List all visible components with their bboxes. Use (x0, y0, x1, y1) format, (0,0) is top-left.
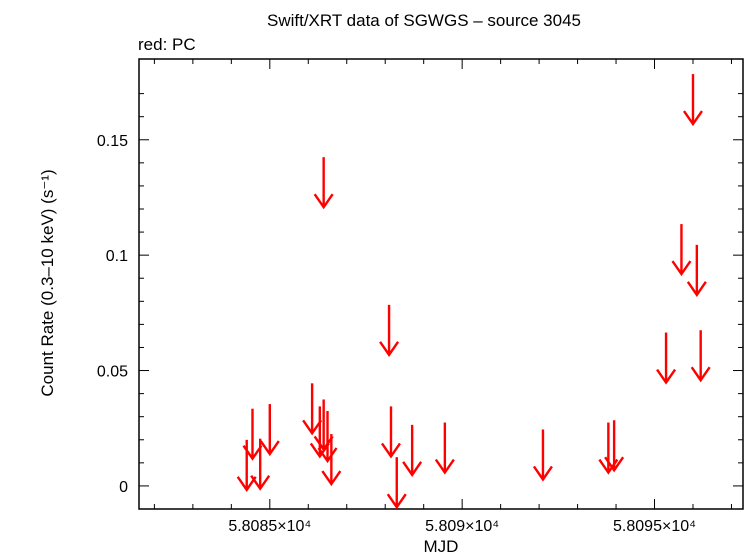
upper-limit-arrow (686, 244, 707, 297)
x-axis: 5.8085×10⁴ 5.809×10⁴ 5.8095×10⁴ (153, 59, 732, 535)
upper-limit-arrow (302, 383, 323, 436)
plot-frame (138, 58, 744, 510)
upper-limit-arrow (321, 434, 342, 487)
upper-limit-arrow (259, 404, 280, 457)
upper-limit-arrow (381, 406, 401, 459)
x-tick-label: 5.8095×10⁴ (613, 518, 696, 535)
upper-limit-arrow (313, 399, 334, 452)
upper-limit-arrow (532, 429, 553, 482)
upper-limit-arrow (317, 411, 338, 464)
upper-limit-arrow (434, 422, 455, 475)
upper-limit-arrow (656, 332, 677, 385)
y-tick-label: 0.1 (106, 248, 128, 265)
upper-limit-arrow (683, 74, 703, 127)
upper-limit-arrow (402, 424, 423, 477)
chart-title: Swift/XRT data of SGWGS – source 3045 (267, 11, 581, 30)
upper-limit-arrow (242, 408, 263, 461)
y-tick-label: 0 (119, 479, 128, 496)
y-tick-label: 0.05 (97, 364, 128, 381)
upper-limit-arrow (313, 157, 334, 210)
x-axis-label: MJD (424, 537, 459, 554)
upper-limit-arrow (386, 457, 407, 510)
upper-limit-arrow (250, 438, 271, 491)
pc-series (236, 74, 711, 510)
upper-limit-arrow (604, 420, 625, 473)
y-tick-label: 0.15 (97, 133, 128, 150)
x-tick-label: 5.809×10⁴ (425, 518, 499, 535)
y-axis: 0 0.05 0.1 0.15 (97, 93, 743, 496)
chart-subtitle: red: PC (138, 35, 196, 54)
upper-limit-arrow (671, 224, 692, 277)
y-axis-label: Count Rate (0.3–10 keV) (s⁻¹) (38, 169, 57, 396)
x-tick-label: 5.8085×10⁴ (228, 518, 311, 535)
upper-limit-arrow (379, 304, 400, 357)
upper-limit-arrow (236, 439, 257, 492)
upper-limit-arrow (690, 330, 711, 383)
